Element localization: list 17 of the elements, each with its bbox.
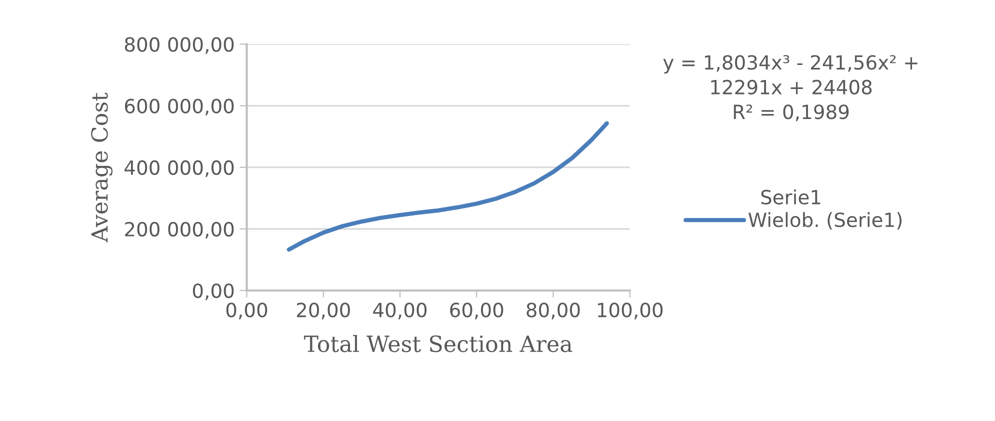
y-axis-title: Average Cost (91, 92, 113, 242)
line-series (286, 121, 609, 252)
x-tick-label: 0,00 (226, 302, 268, 320)
y-tick-label: 400 000,00 (124, 160, 234, 177)
x-axis-title: Total West Section Area (304, 335, 572, 352)
y-tick-label: 800 000,00 (124, 37, 234, 54)
x-tick-label: 80,00 (526, 302, 580, 320)
x-tick-label: 60,00 (450, 302, 504, 320)
x-tick-label: 20,00 (296, 302, 350, 320)
text: Serie1 (761, 189, 820, 204)
y-tick-label: 600 000,00 (124, 98, 234, 116)
y-tick-label: 200 000,00 (125, 222, 234, 239)
x-tick-label: 40,00 (373, 302, 427, 320)
legend-label: Wielob. (Serie1) (748, 212, 902, 230)
text: y = 1,8034x³ - 241,56x² + 12291x + 24408 R² = 0,1989 (663, 55, 918, 122)
x-tick-label: 100,00 (598, 302, 663, 320)
y-tick-label: 0,00 (192, 283, 234, 300)
